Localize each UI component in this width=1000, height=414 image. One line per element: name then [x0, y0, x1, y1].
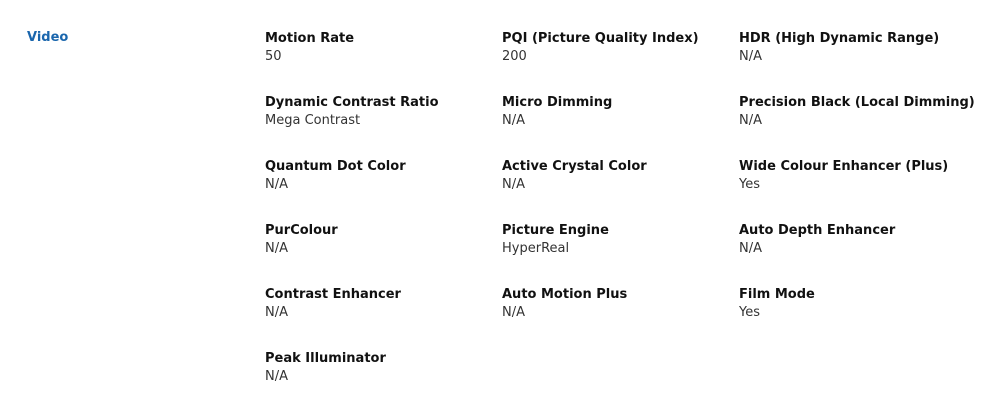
spec-value: Yes [739, 305, 760, 320]
spec-item: Dynamic Contrast Ratio Mega Contrast [265, 94, 502, 158]
spec-label: Micro Dimming [502, 95, 613, 110]
spec-item: Auto Motion Plus N/A [502, 286, 739, 350]
spec-label: PQI (Picture Quality Index) [502, 31, 699, 46]
spec-item: Active Crystal Color N/A [502, 158, 739, 222]
spec-item: Wide Colour Enhancer (Plus) Yes [739, 158, 989, 222]
spec-value: HyperReal [502, 241, 570, 256]
spec-item: Contrast Enhancer N/A [265, 286, 502, 350]
spec-grid: Motion Rate 50 PQI (Picture Quality Index)… [265, 30, 989, 414]
spec-value: N/A [502, 305, 525, 320]
spec-label: Auto Motion Plus [502, 287, 628, 302]
spec-label: Active Crystal Color [502, 159, 647, 174]
spec-item: Micro Dimming N/A [502, 94, 739, 158]
spec-label: Quantum Dot Color [265, 159, 406, 174]
spec-label: Precision Black (Local Dimming) [739, 95, 975, 110]
spec-item: Picture Engine HyperReal [502, 222, 739, 286]
spec-label: Peak Illuminator [265, 351, 386, 366]
spec-label: PurColour [265, 223, 338, 238]
spec-item: PurColour N/A [265, 222, 502, 286]
spec-item: Peak Illuminator N/A [265, 350, 502, 414]
spec-label: Auto Depth Enhancer [739, 223, 896, 238]
spec-label: Film Mode [739, 287, 815, 302]
spec-item: Auto Depth Enhancer N/A [739, 222, 989, 286]
spec-value: Mega Contrast [265, 113, 361, 128]
spec-item: HDR (High Dynamic Range) N/A [739, 30, 989, 94]
spec-item: Precision Black (Local Dimming) N/A [739, 94, 989, 158]
spec-item: Film Mode Yes [739, 286, 989, 350]
spec-item: Motion Rate 50 [265, 30, 502, 94]
spec-label: Contrast Enhancer [265, 287, 401, 302]
spec-value: 50 [265, 49, 282, 64]
spec-value: N/A [265, 177, 288, 192]
section-title: Video [27, 30, 69, 45]
spec-value: N/A [739, 241, 762, 256]
spec-item: PQI (Picture Quality Index) 200 [502, 30, 739, 94]
spec-value: N/A [265, 369, 288, 384]
spec-value: N/A [502, 177, 525, 192]
spec-value: N/A [502, 113, 525, 128]
spec-value: N/A [739, 113, 762, 128]
spec-label: HDR (High Dynamic Range) [739, 31, 940, 46]
spec-label: Wide Colour Enhancer (Plus) [739, 159, 949, 174]
spec-value: 200 [502, 49, 527, 64]
spec-label: Motion Rate [265, 31, 355, 46]
spec-value: Yes [739, 177, 760, 192]
spec-value: N/A [265, 241, 288, 256]
spec-value: N/A [739, 49, 762, 64]
spec-value: N/A [265, 305, 288, 320]
spec-label: Picture Engine [502, 223, 609, 238]
spec-item: Quantum Dot Color N/A [265, 158, 502, 222]
spec-label: Dynamic Contrast Ratio [265, 95, 439, 110]
